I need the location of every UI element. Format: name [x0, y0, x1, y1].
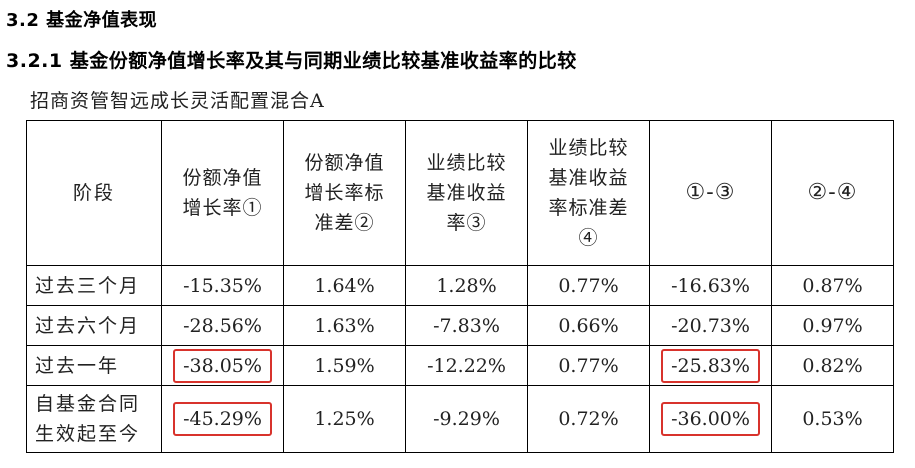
value-text: -12.22% [427, 354, 506, 377]
cell-value: -25.83% [649, 345, 772, 386]
value-text: 1.28% [436, 274, 497, 297]
header-benchmark-std: 业绩比较基准收益率标准差④ [527, 120, 650, 266]
cell-value: -7.83% [405, 305, 528, 346]
value-text: -28.56% [183, 314, 262, 337]
highlighted-value: -45.29% [173, 402, 272, 436]
cell-value: -36.00% [649, 385, 772, 453]
cell-value: 0.82% [771, 345, 894, 386]
value-text: 0.82% [802, 354, 863, 377]
header-label: 份额净值增长率① [182, 167, 263, 219]
section-heading: 3.2 基金净值表现 [6, 10, 158, 31]
value-text: 1.63% [314, 314, 375, 337]
row-stage: 过去六个月 [26, 305, 162, 346]
value-text: -7.83% [433, 314, 500, 337]
subsection-heading: 3.2.1 基金份额净值增长率及其与同期业绩比较基准收益率的比较 [6, 50, 577, 72]
value-text: 1.59% [314, 354, 375, 377]
value-text: 0.97% [802, 314, 863, 337]
table-header-row: 阶段 份额净值增长率① 份额净值增长率标准差② 业绩比较基准收益率③ 业绩比较基… [26, 120, 894, 266]
value-text: 0.77% [558, 274, 619, 297]
cell-value: -15.35% [161, 265, 284, 306]
performance-table: 阶段 份额净值增长率① 份额净值增长率标准差② 业绩比较基准收益率③ 业绩比较基… [26, 120, 894, 453]
cell-value: 0.53% [771, 385, 894, 453]
cell-value: -12.22% [405, 345, 528, 386]
value-text: 0.53% [802, 408, 863, 430]
value-text: 1.25% [314, 408, 375, 430]
value-text: 1.64% [314, 274, 375, 297]
cell-value: 0.97% [771, 305, 894, 346]
table-row: 过去六个月 -28.56% 1.63% -7.83% 0.66% -20.73%… [26, 305, 894, 346]
row-stage: 自基金合同生效起至今 [26, 385, 162, 453]
cell-value: 0.87% [771, 265, 894, 306]
header-label: 业绩比较基准收益率③ [426, 152, 507, 234]
value-text: 0.77% [558, 354, 619, 377]
value-text: 0.66% [558, 314, 619, 337]
value-text: 0.87% [802, 274, 863, 297]
fund-name: 招商资管智远成长灵活配置混合A [30, 90, 325, 112]
header-label: ②-④ [807, 180, 858, 205]
cell-value: 1.64% [283, 265, 406, 306]
cell-value: -16.63% [649, 265, 772, 306]
header-benchmark-return: 业绩比较基准收益率③ [405, 120, 528, 266]
value-text: -9.29% [433, 408, 500, 430]
highlighted-value: -38.05% [173, 348, 272, 383]
cell-value: 0.66% [527, 305, 650, 346]
cell-value: 0.77% [527, 265, 650, 306]
header-label: ①-③ [685, 180, 736, 205]
cell-value: -20.73% [649, 305, 772, 346]
value-text: -20.73% [671, 314, 750, 337]
header-stage: 阶段 [26, 120, 162, 266]
highlighted-value: -25.83% [661, 348, 760, 383]
row-stage: 过去一年 [26, 345, 162, 386]
value-text: -16.63% [671, 274, 750, 297]
cell-value: 1.63% [283, 305, 406, 346]
header-diff-1-3: ①-③ [649, 120, 772, 266]
cell-value: -38.05% [161, 345, 284, 386]
highlighted-value: -36.00% [661, 402, 760, 436]
table-row: 自基金合同生效起至今 -45.29% 1.25% -9.29% 0.72% -3… [26, 385, 894, 453]
value-text: -15.35% [183, 274, 262, 297]
cell-value: -28.56% [161, 305, 284, 346]
value-text: 0.72% [558, 408, 619, 430]
cell-value: -9.29% [405, 385, 528, 453]
cell-value: 1.28% [405, 265, 528, 306]
header-nav-growth: 份额净值增长率① [161, 120, 284, 266]
cell-value: 0.72% [527, 385, 650, 453]
header-nav-std: 份额净值增长率标准差② [283, 120, 406, 266]
cell-value: 0.77% [527, 345, 650, 386]
header-label: 业绩比较基准收益率标准差④ [548, 137, 629, 249]
cell-value: 1.59% [283, 345, 406, 386]
row-stage-label: 自基金合同生效起至今 [35, 393, 141, 445]
header-label: 阶段 [72, 182, 115, 204]
header-diff-2-4: ②-④ [771, 120, 894, 266]
row-stage: 过去三个月 [26, 265, 162, 306]
table-row: 过去三个月 -15.35% 1.64% 1.28% 0.77% -16.63% … [26, 265, 894, 306]
cell-value: -45.29% [161, 385, 284, 453]
table-row: 过去一年 -38.05% 1.59% -12.22% 0.77% -25.83%… [26, 345, 894, 386]
header-label: 份额净值增长率标准差② [304, 152, 385, 234]
cell-value: 1.25% [283, 385, 406, 453]
